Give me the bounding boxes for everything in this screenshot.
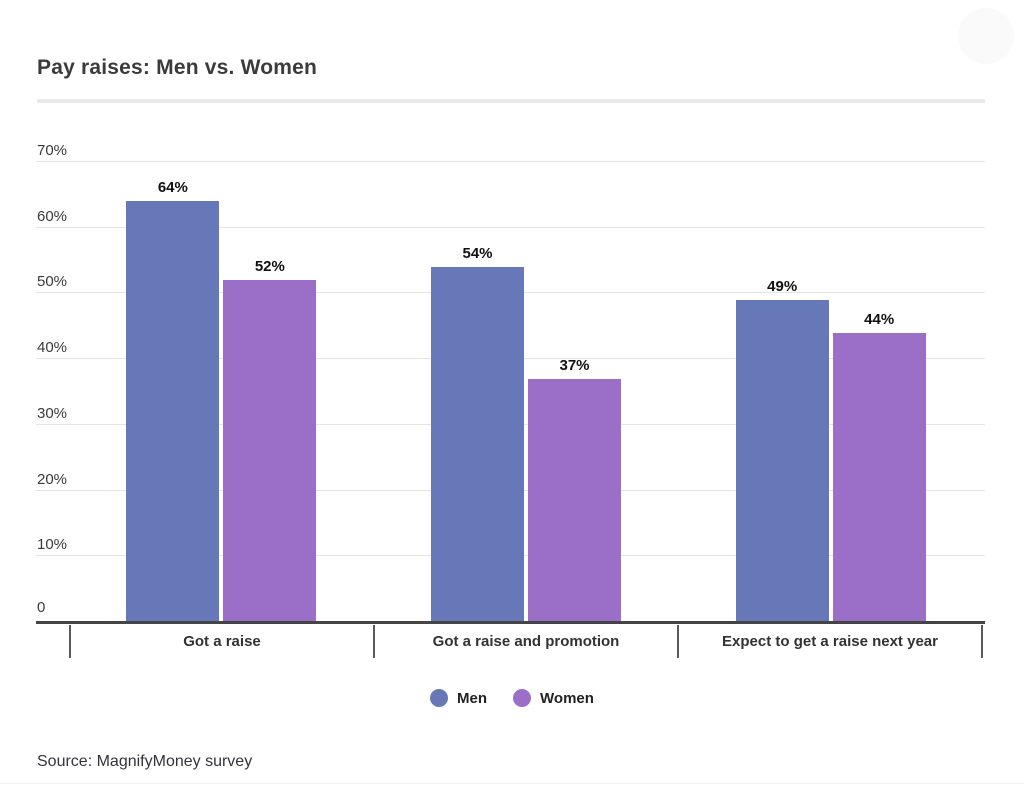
bar-value-label: 64% <box>157 179 188 197</box>
legend-label: Women <box>540 689 594 707</box>
bar-wrap: 44% <box>832 310 926 622</box>
chart-title: Pay raises: Men vs. Women <box>37 56 318 79</box>
bar-wrap: 54% <box>431 245 524 622</box>
x-axis-labels: Got a raise Got a raise and promotion Expe… <box>69 625 983 658</box>
legend-item-men: Men <box>430 689 487 707</box>
legend-item-women: Women <box>513 689 594 707</box>
bar-value-label: 54% <box>462 245 493 263</box>
bar-value-label: 52% <box>254 258 285 276</box>
category-label: Expect to get a raise next year <box>677 625 983 658</box>
legend: Men Women <box>0 687 1024 709</box>
category-label: Got a raise <box>69 625 373 658</box>
bar-group: 49% 44% <box>678 140 983 622</box>
y-tick-label: 50% <box>37 273 68 291</box>
legend-dot-women <box>513 689 532 707</box>
y-tick-label: 40% <box>37 339 68 357</box>
y-tick-label: 30% <box>37 404 68 422</box>
plot-area: 64% 52% 54% 37% 49% 44% 0 10% 20% 30% 40% 50% 60% 70… <box>36 140 985 624</box>
bar-men <box>126 201 220 622</box>
bottom-divider <box>0 783 1024 784</box>
bar-value-label: 44% <box>864 310 895 328</box>
bar-wrap: 64% <box>126 179 220 622</box>
bar-men <box>735 300 829 622</box>
bar-wrap: 37% <box>528 357 621 622</box>
category-label: Got a raise and promotion <box>373 625 677 658</box>
bar-men <box>431 267 524 622</box>
watermark-circle <box>958 8 1014 64</box>
y-tick-label: 20% <box>37 470 68 488</box>
bar-group: 54% 37% <box>374 140 679 622</box>
bar-women <box>832 332 926 622</box>
bar-women <box>223 280 317 622</box>
y-tick-label: 0 <box>37 599 46 616</box>
legend-dot-men <box>430 689 449 707</box>
source-note: Source: MagnifyMoney survey <box>37 753 253 770</box>
gridline <box>36 226 985 228</box>
y-tick-label: 10% <box>37 536 68 554</box>
gridline <box>36 161 985 162</box>
y-tick-label: 70% <box>37 142 68 159</box>
bar-women <box>528 378 621 622</box>
bar-wrap: 52% <box>223 258 317 622</box>
bars-container: 64% 52% 54% 37% 49% 44% <box>69 140 983 622</box>
x-axis-baseline <box>36 621 985 624</box>
bar-value-label: 37% <box>559 356 590 374</box>
legend-label: Men <box>457 689 488 707</box>
bar-value-label: 49% <box>767 278 798 295</box>
bar-wrap: 49% <box>735 278 829 622</box>
title-divider <box>37 99 985 103</box>
y-tick-label: 60% <box>37 207 68 225</box>
bar-group: 64% 52% <box>69 140 374 622</box>
